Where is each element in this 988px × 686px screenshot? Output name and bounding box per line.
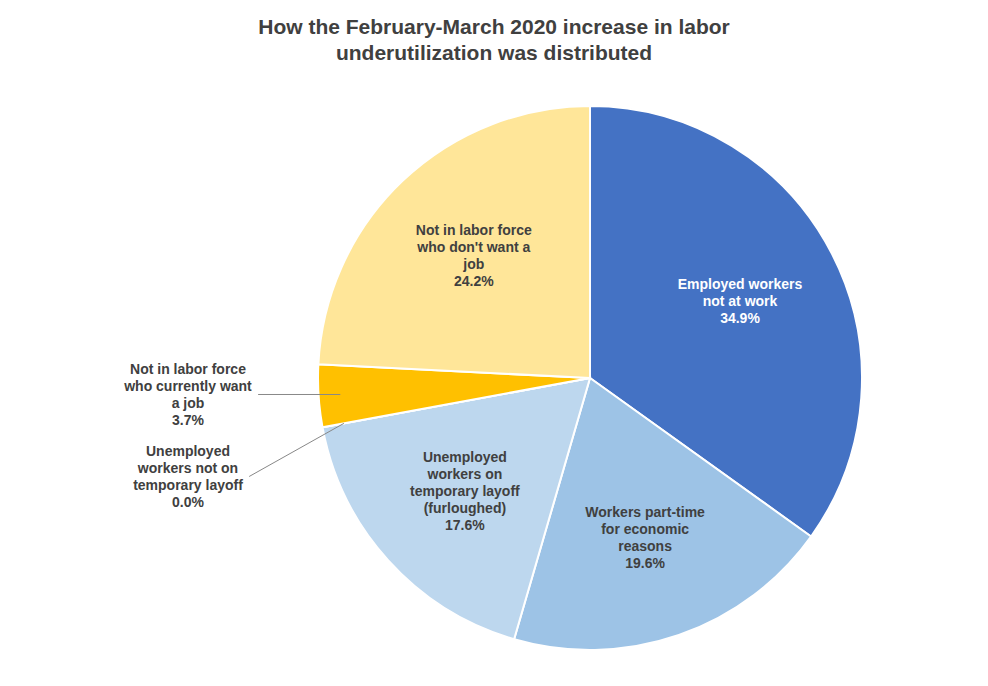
title: How the February-March 2020 increase in … (258, 15, 730, 64)
value-label: 34.9% (720, 310, 760, 326)
category-label: Not in labor forcewho currently wanta jo… (123, 361, 252, 411)
leader-line (258, 394, 340, 395)
slice-label: Unemployedworkers not ontemporary layoff… (133, 443, 243, 510)
slices (318, 106, 862, 650)
value-label: 3.7% (172, 412, 204, 428)
slice-label: Not in labor forcewho don't want ajob24.… (416, 222, 532, 289)
leader-line (249, 423, 344, 476)
slice-label: Unemployedworkers ontemporary layoff(fur… (410, 449, 520, 533)
category-label: Not in labor forcewho don't want ajob (416, 222, 532, 272)
slice-label: Workers part-timefor economicreasons19.6… (585, 504, 705, 571)
slice-label: Not in labor forcewho currently wanta jo… (123, 361, 252, 428)
slice-label: Employed workersnot at work34.9% (678, 276, 803, 326)
category-label: Employed workersnot at work (678, 276, 803, 309)
value-label: 0.0% (172, 494, 204, 510)
value-label: 24.2% (454, 273, 494, 289)
value-label: 19.6% (625, 555, 665, 571)
labels: Employed workersnot at work34.9% Workers … (123, 222, 802, 571)
slice (318, 106, 590, 378)
category-label: Unemployedworkers ontemporary layoff(fur… (410, 449, 520, 516)
chart: How the February-March 2020 increase in … (0, 0, 988, 686)
category-label: Unemployedworkers not ontemporary layoff (133, 443, 243, 493)
category-label: Workers part-timefor economicreasons (585, 504, 705, 554)
value-label: 17.6% (445, 517, 485, 533)
